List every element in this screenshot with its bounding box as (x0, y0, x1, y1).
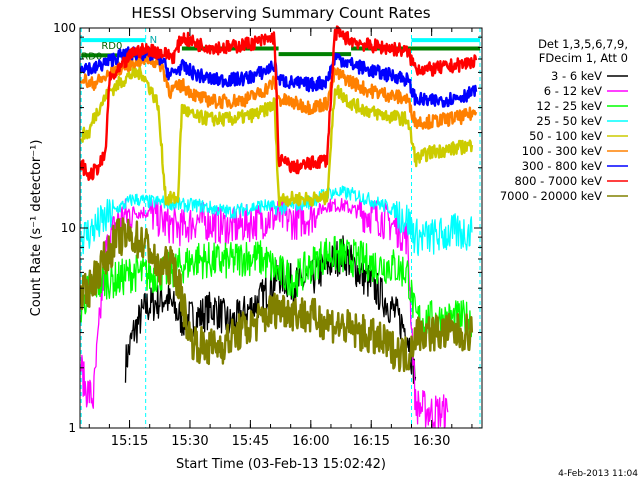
series-line-8 (80, 25, 478, 181)
legend-entry-label: 100 - 300 keV (522, 144, 602, 158)
series-line-2 (80, 197, 449, 429)
legend-entry-label: 12 - 25 keV (536, 99, 602, 113)
legend-entry-label: 7000 - 20000 keV (500, 189, 602, 203)
plot-timestamp: 4-Feb-2013 11:04 (558, 469, 638, 479)
legend-header-line-1: Det 1,3,5,6,7,9, (538, 37, 628, 51)
x-tick-label: 15:45 (232, 434, 269, 449)
plot-frame (79, 27, 483, 429)
x-tick-label: 15:15 (111, 434, 148, 449)
series-line-6 (80, 52, 478, 130)
series-line-4 (81, 185, 473, 257)
y-tick-label: 100 (53, 21, 76, 35)
legend-header-line-2: FDecim 1, Att 0 (539, 51, 628, 65)
x-tick-label: 16:15 (352, 434, 389, 449)
legend-entry-label: 3 - 6 keV (551, 69, 602, 83)
chart-title: HESSI Observing Summary Count Rates (131, 4, 430, 22)
y-tick-label: 1 (68, 421, 76, 435)
y-tick-label: 10 (61, 221, 76, 235)
legend-entry-label: 50 - 100 keV (529, 129, 602, 143)
series-line-9 (80, 217, 474, 373)
chart-annotation: RD0 (101, 41, 122, 52)
x-tick-label: 16:00 (292, 434, 329, 449)
chart-annotation: RD0 (81, 51, 102, 62)
legend-entry-label: 300 - 800 keV (522, 159, 602, 173)
series-line-7 (80, 46, 478, 108)
series-line-5 (80, 64, 474, 207)
legend-entry-label: 800 - 7000 keV (514, 174, 602, 188)
x-axis-label: Start Time (03-Feb-13 15:02:42) (176, 457, 386, 472)
x-tick-label: 16:30 (413, 434, 450, 449)
legend-entry-label: 25 - 50 keV (536, 114, 602, 128)
series-line-3 (80, 235, 473, 339)
chart-annotation: N (150, 35, 157, 46)
x-tick-label: 15:30 (171, 434, 208, 449)
y-axis-label: Count Rate (s⁻¹ detector⁻¹) (29, 140, 44, 317)
legend-entry-label: 6 - 12 keV (544, 84, 602, 98)
